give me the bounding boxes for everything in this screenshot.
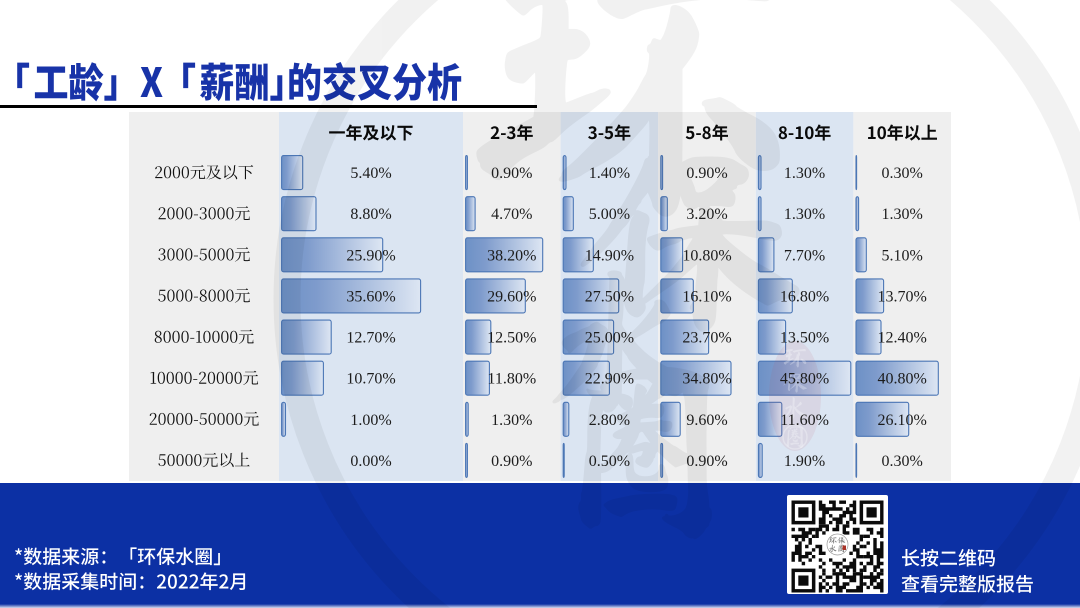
svg-text:3.20%: 3.20% <box>686 206 727 223</box>
svg-text:1.40%: 1.40% <box>589 165 630 182</box>
svg-text:0.30%: 0.30% <box>882 165 923 182</box>
svg-text:35.60%: 35.60% <box>346 288 395 305</box>
svg-text:2.80%: 2.80% <box>589 412 630 429</box>
svg-text:0.50%: 0.50% <box>589 453 630 470</box>
svg-text:1.30%: 1.30% <box>882 206 923 223</box>
svg-text:29.60%: 29.60% <box>487 288 536 305</box>
svg-text:10.80%: 10.80% <box>682 247 731 264</box>
svg-text:11.80%: 11.80% <box>487 371 536 388</box>
svg-text:5.10%: 5.10% <box>882 247 923 264</box>
svg-text:0.30%: 0.30% <box>882 453 923 470</box>
svg-text:26.10%: 26.10% <box>878 412 927 429</box>
svg-text:14.90%: 14.90% <box>585 247 634 264</box>
svg-text:13.70%: 13.70% <box>878 288 927 305</box>
svg-text:0.00%: 0.00% <box>350 453 391 470</box>
svg-text:0.90%: 0.90% <box>686 453 727 470</box>
svg-text:8.80%: 8.80% <box>350 206 391 223</box>
svg-text:10.70%: 10.70% <box>346 371 395 388</box>
svg-text:12.40%: 12.40% <box>878 330 927 347</box>
svg-text:1.90%: 1.90% <box>784 453 825 470</box>
svg-text:0.90%: 0.90% <box>491 165 532 182</box>
svg-text:25.00%: 25.00% <box>585 330 634 347</box>
svg-text:7.70%: 7.70% <box>784 247 825 264</box>
svg-text:23.70%: 23.70% <box>682 330 731 347</box>
svg-text:13.50%: 13.50% <box>780 330 829 347</box>
svg-text:40.80%: 40.80% <box>878 371 927 388</box>
svg-text:4.70%: 4.70% <box>491 206 532 223</box>
svg-text:27.50%: 27.50% <box>585 288 634 305</box>
svg-text:9.60%: 9.60% <box>686 412 727 429</box>
svg-text:1.00%: 1.00% <box>350 412 391 429</box>
svg-text:5.40%: 5.40% <box>350 165 391 182</box>
svg-text:25.90%: 25.90% <box>346 247 395 264</box>
svg-text:16.80%: 16.80% <box>780 288 829 305</box>
svg-text:12.70%: 12.70% <box>346 330 395 347</box>
svg-text:45.80%: 45.80% <box>780 371 829 388</box>
svg-text:0.90%: 0.90% <box>686 165 727 182</box>
svg-text:11.60%: 11.60% <box>780 412 829 429</box>
svg-text:1.30%: 1.30% <box>491 412 532 429</box>
svg-text:12.50%: 12.50% <box>487 330 536 347</box>
svg-text:34.80%: 34.80% <box>682 371 731 388</box>
svg-text:22.90%: 22.90% <box>585 371 634 388</box>
svg-text:1.30%: 1.30% <box>784 165 825 182</box>
svg-text:16.10%: 16.10% <box>682 288 731 305</box>
svg-text:1.30%: 1.30% <box>784 206 825 223</box>
svg-text:5.00%: 5.00% <box>589 206 630 223</box>
svg-text:38.20%: 38.20% <box>487 247 536 264</box>
svg-text:0.90%: 0.90% <box>491 453 532 470</box>
